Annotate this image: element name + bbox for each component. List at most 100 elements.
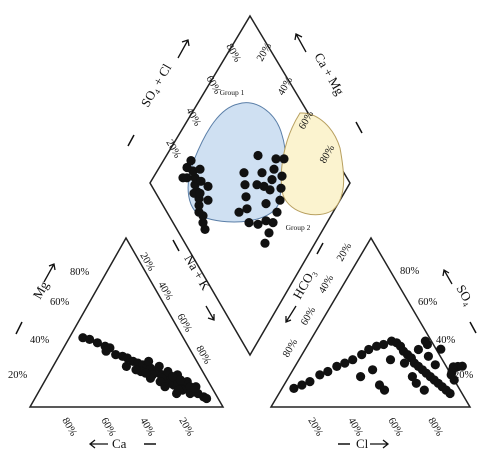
so4-axis-label: SO₄	[453, 282, 477, 308]
anion-point	[368, 365, 378, 375]
diamond-point	[241, 192, 251, 202]
anion-point	[305, 377, 315, 387]
cation-point	[154, 361, 164, 371]
mg-tick-20: 20%	[8, 370, 28, 381]
diamond-point	[240, 180, 250, 190]
anion-point	[356, 372, 366, 382]
diamond-point	[268, 218, 278, 228]
anion-triangle-frame	[269, 236, 472, 408]
diamond-point	[267, 175, 277, 185]
diamond-point	[203, 195, 213, 205]
hco3-axis-label: HCO₃	[290, 266, 319, 301]
anion-point	[289, 383, 299, 393]
anion-point	[323, 366, 333, 377]
cation-point	[144, 356, 154, 366]
cation-point	[141, 368, 151, 378]
diamond-point	[239, 168, 249, 178]
anion-point	[364, 344, 374, 355]
so4cl-tick-80: 80%	[223, 42, 242, 64]
ca-tick-40: 40%	[137, 416, 156, 438]
anion-point	[357, 350, 367, 360]
mg-tick-40: 40%	[30, 335, 50, 346]
group1-label: Group 1	[220, 88, 245, 97]
diamond-point	[279, 154, 289, 164]
cl-tick-60: 60%	[385, 416, 404, 438]
so4-tick-80: 80%	[400, 266, 420, 277]
nak-tick-40: 40%	[155, 280, 174, 302]
anion-points	[289, 336, 467, 399]
anion-point	[348, 355, 358, 365]
diamond-point	[242, 204, 252, 214]
so4cl-arrow-icon	[177, 39, 190, 59]
diamond-point	[253, 150, 263, 161]
anion-point	[340, 358, 350, 368]
diamond-point	[261, 216, 271, 226]
mg-ticks: 80% 60% 40% 20%	[8, 267, 90, 381]
diamond-point	[275, 195, 285, 205]
cation-point	[168, 372, 178, 382]
diamond-point	[271, 154, 281, 164]
diamond-point	[269, 164, 279, 174]
diamond-point	[264, 228, 274, 238]
anion-point	[385, 355, 396, 365]
anion-point	[445, 388, 455, 399]
cation-point	[101, 346, 111, 356]
group2-outline	[280, 112, 345, 216]
group2-label: Group 2	[286, 223, 311, 232]
anion-point	[420, 336, 430, 346]
so4-dash	[469, 321, 477, 334]
so4cl-dash	[127, 134, 135, 147]
anion-point	[411, 378, 421, 388]
camg-axis-label: Ca + Mg	[311, 50, 347, 98]
diamond-point	[257, 168, 267, 178]
ca-arrow-icon	[88, 439, 108, 449]
so4-arrow-icon	[442, 268, 453, 285]
cation-point	[160, 382, 170, 392]
so4-tick-20: 20%	[454, 370, 474, 381]
so4-tick-40: 40%	[436, 335, 456, 346]
mg-tick-60: 60%	[50, 297, 70, 308]
so4cl-tick-40: 40%	[183, 106, 202, 128]
diamond-point	[194, 200, 204, 210]
anion-point	[399, 358, 410, 368]
diamond-point	[196, 176, 206, 186]
hco3-tick-20: 20%	[335, 241, 354, 263]
cation-triangle-frame	[28, 236, 225, 408]
anion-point	[297, 380, 307, 390]
hco3-tick-40: 40%	[317, 273, 336, 295]
cation-point	[131, 365, 141, 375]
cl-ticks: 20% 40% 60% 80%	[305, 416, 444, 438]
nak-axis-label: Na + K	[181, 252, 213, 293]
camg-dash	[355, 121, 363, 134]
cation-point	[175, 375, 186, 385]
anion-point	[407, 372, 417, 382]
hco3-dash	[316, 242, 324, 255]
diamond-point	[195, 164, 205, 174]
cation-point	[121, 361, 131, 371]
anion-point	[332, 361, 342, 371]
cl-tick-20: 20%	[305, 416, 324, 438]
so4cl-axis-label: SO₄ + Cl	[138, 61, 175, 110]
diamond-point	[253, 219, 263, 229]
ca-axis-label: Ca	[112, 436, 127, 451]
diamond-point	[234, 207, 244, 217]
diamond-point	[252, 180, 262, 190]
anion-point	[372, 341, 382, 351]
diamond-point	[186, 156, 196, 166]
anion-point	[419, 385, 429, 395]
mg-dash	[15, 321, 23, 335]
ca-tick-80: 80%	[59, 416, 78, 438]
nak-arrow-icon	[205, 305, 215, 321]
diamond-point	[195, 188, 205, 198]
cation-point	[190, 383, 200, 393]
cation-point	[174, 385, 184, 395]
cation-point	[85, 334, 95, 344]
cl-arrow-icon	[370, 439, 390, 449]
ca-ticks: 80% 60% 40% 20%	[59, 416, 195, 438]
so4-ticks: 80% 60% 40% 20%	[400, 266, 474, 381]
cl-axis-label: Cl	[356, 436, 369, 451]
hco3-ticks: 20% 40% 60% 80%	[281, 241, 354, 359]
diamond-point	[198, 218, 208, 228]
hco3-arrow-icon	[285, 305, 297, 323]
